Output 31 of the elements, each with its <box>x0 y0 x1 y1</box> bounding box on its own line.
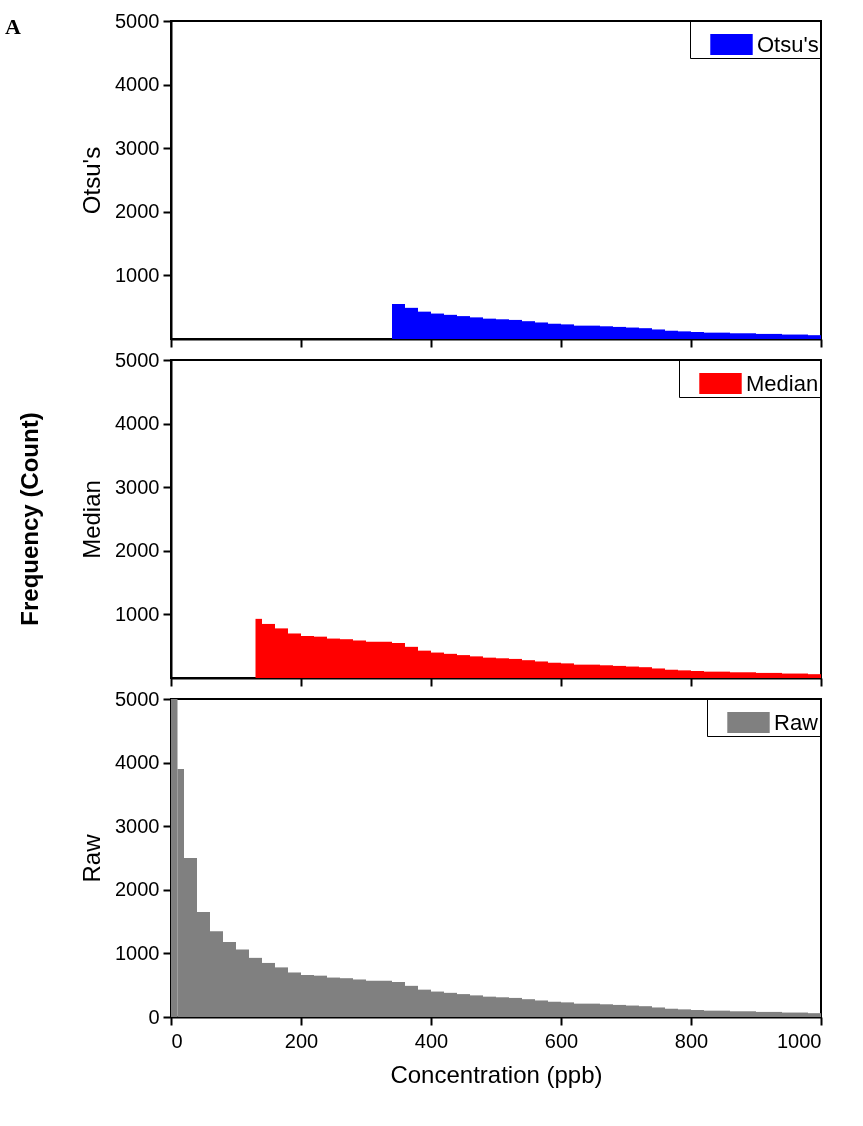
y-tick-label: 5000 <box>115 348 160 371</box>
y-axis-title: Median <box>78 480 106 559</box>
y-tick-label: 1000 <box>115 941 160 964</box>
y-tick-label: 5000 <box>115 9 160 32</box>
y-axis-title: Otsu's <box>78 146 106 215</box>
y-axis-title: Raw <box>78 833 106 883</box>
y-tick-label: 4000 <box>115 73 160 96</box>
y-tick-label: 3000 <box>115 475 160 498</box>
y-tick-label: 5000 <box>115 687 160 710</box>
x-tick-label: 1000 <box>777 1029 822 1052</box>
y-tick-label: 1000 <box>115 263 160 286</box>
text: A <box>5 14 21 39</box>
y-tick-label: 1000 <box>115 602 160 625</box>
x-tick-label: 0 <box>171 1029 183 1052</box>
legend-label: Raw <box>774 709 819 735</box>
y-tick-label: 2000 <box>115 878 160 901</box>
x-axis-title: Concentration (ppb) <box>390 1060 603 1088</box>
x-tick-label: 400 <box>414 1029 449 1052</box>
y-tick-label: 2000 <box>115 539 160 562</box>
legend-label: Otsu's <box>757 31 819 57</box>
x-tick-label: 800 <box>674 1029 709 1052</box>
text: Frequency (Count) <box>16 412 43 626</box>
x-tick-label: 600 <box>544 1029 579 1052</box>
y-tick-label: 3000 <box>115 814 160 837</box>
y-tick-label: 0 <box>148 1005 160 1028</box>
y-tick-label: 4000 <box>115 412 160 435</box>
y-tick-label: 4000 <box>115 751 160 774</box>
legend-label: Median <box>746 370 819 396</box>
y-tick-label: 2000 <box>115 200 160 223</box>
x-tick-label: 200 <box>284 1029 319 1052</box>
y-tick-label: 3000 <box>115 136 160 159</box>
